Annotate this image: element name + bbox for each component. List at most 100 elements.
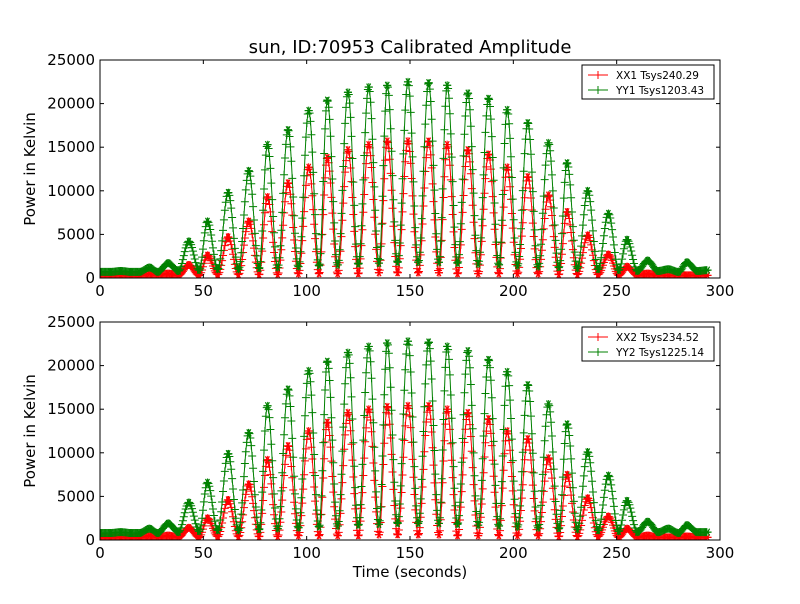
legend-marker [594,333,602,341]
data-point [323,153,332,162]
data-point [674,529,683,537]
data-point [164,531,173,540]
data-point [474,269,483,278]
data-point [434,519,443,528]
data-point [563,470,572,479]
data-point [213,265,222,274]
data-point [703,533,712,540]
y-tick-label: 10000 [47,182,95,200]
data-point [414,258,423,267]
data-point [484,415,493,423]
data-point [393,519,402,528]
data-point [213,532,222,540]
data-point [263,140,272,149]
data-point [443,81,452,90]
data-point [344,348,352,357]
data-point [494,531,503,540]
data-point [127,534,135,540]
data-point [184,237,193,246]
data-point [375,531,383,539]
data-point [424,401,433,410]
y-tick-label: 5000 [57,225,95,243]
x-tick-label: 250 [602,544,631,562]
data-point [403,401,412,410]
data-point [534,269,543,278]
data-point [315,523,324,531]
data-point [127,529,135,537]
data-point [393,531,402,539]
legend-label: XX1 Tsys240.29 [616,70,699,82]
data-point [583,231,592,240]
data-point [614,527,623,536]
data-point [284,179,293,187]
data-point [354,269,363,278]
data-point [106,529,115,537]
data-point [703,528,712,536]
legend: XX1 Tsys240.29 YY1 Tsys1203.43 [581,64,715,100]
data-point [195,266,204,274]
data-point [614,271,623,278]
data-point [614,266,623,274]
data-point [284,442,293,450]
data-point [383,81,392,90]
data-point [604,471,613,480]
data-point [273,263,282,272]
data-point [434,269,443,277]
data-point [195,533,204,540]
data-point [403,78,412,86]
data-point [563,207,572,216]
data-point [484,94,493,103]
data-point [594,265,603,274]
data-point [693,528,702,536]
x-tick-label: 100 [292,544,321,562]
data-point [463,146,472,154]
data-point [643,531,652,540]
data-point [453,269,462,278]
data-point [323,96,332,104]
x-tick-label: 50 [194,544,213,562]
data-point [494,522,503,530]
data-point [554,263,563,272]
data-point [273,532,282,540]
x-tick-label: 100 [292,282,321,300]
data-point [294,524,303,532]
data-point [513,269,522,278]
data-point [315,262,324,270]
y-tick-label: 5000 [57,487,95,505]
data-point [224,449,233,458]
data-point [333,269,342,278]
data-point [604,250,613,259]
data-point [174,267,183,275]
data-point [664,524,673,533]
data-point [164,269,173,278]
data-point [294,262,303,271]
data-point [643,256,652,265]
data-point [344,146,352,154]
data-point [323,357,332,366]
data-point [383,339,392,347]
data-point [184,498,193,507]
data-point [703,266,712,274]
data-point [153,529,162,537]
data-point [375,269,383,277]
data-point [583,187,592,195]
data-point [643,269,652,278]
x-tick-label: 200 [499,544,528,562]
data-point [184,261,193,269]
figure-title: sun, ID:70953 Calibrated Amplitude [249,37,572,58]
data-point [614,533,623,540]
data-point [664,271,673,278]
data-point [534,262,543,271]
data-point [375,520,383,529]
y-tick-label: 10000 [47,444,95,462]
data-point [554,524,563,533]
data-point [224,188,233,197]
data-point [503,163,512,172]
series-2 [100,77,712,276]
data-point [135,268,144,276]
data-point [453,259,462,267]
data-point [523,381,532,389]
data-point [674,268,683,276]
